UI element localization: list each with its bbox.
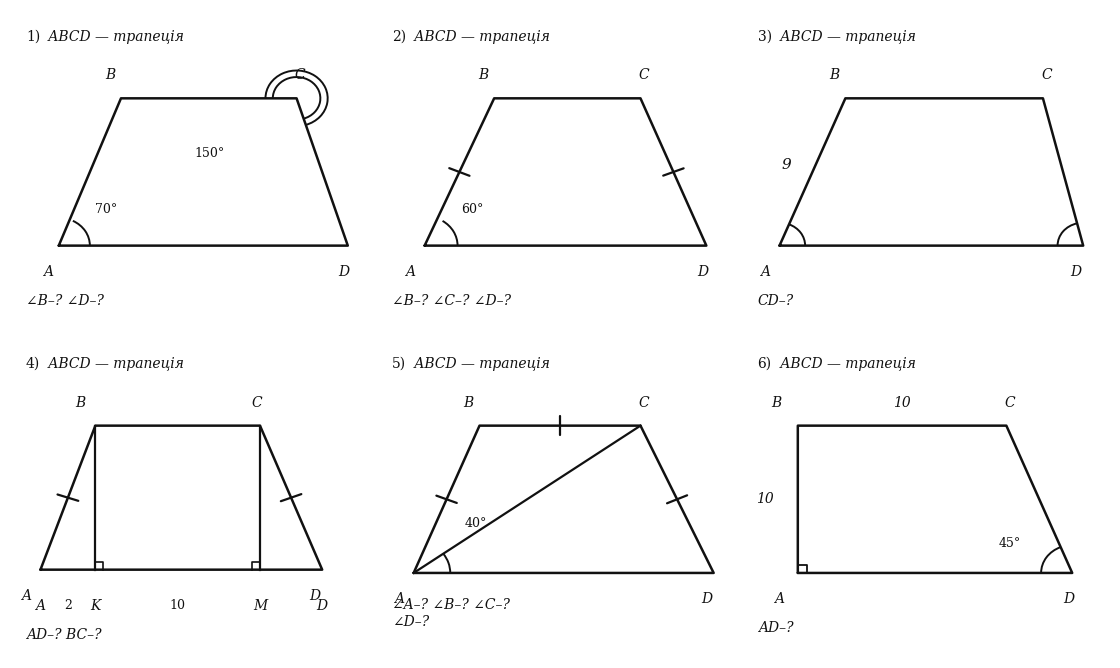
Text: A: A	[405, 265, 416, 279]
Text: 2): 2)	[392, 29, 405, 43]
Text: 5): 5)	[392, 357, 405, 371]
Text: B: B	[478, 68, 488, 82]
Text: ABCD — трапеція: ABCD — трапеція	[410, 357, 550, 371]
Text: D: D	[1071, 265, 1082, 279]
Text: 2: 2	[64, 599, 72, 612]
Text: A: A	[21, 589, 31, 603]
Text: ABCD — трапеція: ABCD — трапеція	[776, 29, 916, 43]
Text: 150°: 150°	[194, 147, 224, 160]
Text: ABCD — трапеція: ABCD — трапеція	[44, 357, 184, 371]
Text: 6): 6)	[757, 357, 772, 371]
Text: C: C	[251, 395, 262, 409]
Text: B: B	[464, 395, 474, 409]
Text: D: D	[701, 592, 712, 606]
Text: 9: 9	[782, 158, 792, 172]
Text: A: A	[36, 599, 46, 613]
Text: B: B	[105, 68, 115, 82]
Text: M: M	[253, 599, 267, 613]
Text: D: D	[1063, 592, 1074, 606]
Text: 3): 3)	[757, 29, 772, 43]
Text: 1): 1)	[26, 29, 40, 43]
Text: 10: 10	[756, 492, 774, 506]
Text: AD–? BC–?: AD–? BC–?	[26, 628, 102, 642]
Text: ABCD — трапеція: ABCD — трапеція	[44, 29, 184, 43]
Text: C: C	[1042, 68, 1052, 82]
Text: CD–?: CD–?	[757, 294, 794, 308]
Text: 10: 10	[894, 395, 911, 409]
Text: A: A	[43, 265, 53, 279]
Text: B: B	[771, 395, 781, 409]
Text: 4): 4)	[26, 357, 40, 371]
Text: C: C	[638, 68, 650, 82]
Text: B: B	[829, 68, 840, 82]
Text: 45°: 45°	[999, 537, 1021, 550]
Text: D: D	[697, 265, 708, 279]
Text: D: D	[317, 599, 328, 613]
Text: C: C	[638, 395, 650, 409]
Text: AD–?: AD–?	[757, 621, 793, 635]
Text: 70°: 70°	[95, 203, 118, 216]
Text: D: D	[338, 265, 349, 279]
Text: 60°: 60°	[461, 203, 484, 216]
Text: C: C	[295, 68, 306, 82]
Text: K: K	[91, 599, 101, 613]
Text: D: D	[309, 589, 320, 603]
Text: A: A	[759, 265, 769, 279]
Text: 40°: 40°	[465, 517, 487, 530]
Text: ∠B–? ∠D–?: ∠B–? ∠D–?	[26, 294, 104, 308]
Text: ∠A–? ∠B–? ∠C–?
∠D–?: ∠A–? ∠B–? ∠C–? ∠D–?	[392, 599, 510, 629]
Text: ∠B–? ∠C–? ∠D–?: ∠B–? ∠C–? ∠D–?	[392, 294, 511, 308]
Text: ABCD — трапеція: ABCD — трапеція	[410, 29, 550, 43]
Text: 10: 10	[169, 599, 186, 612]
Text: ABCD — трапеція: ABCD — трапеція	[776, 357, 916, 371]
Text: B: B	[75, 395, 86, 409]
Text: A: A	[394, 592, 404, 606]
Text: C: C	[1005, 395, 1016, 409]
Text: A: A	[775, 592, 784, 606]
